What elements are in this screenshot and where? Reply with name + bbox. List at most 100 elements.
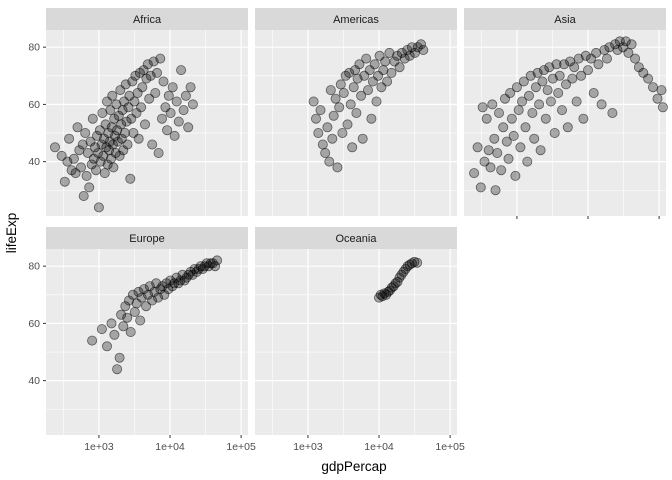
plot-panel-background: [255, 30, 457, 216]
data-point: [535, 145, 546, 156]
data-point: [162, 125, 173, 136]
data-point: [483, 145, 494, 156]
data-point: [345, 99, 356, 110]
data-point: [150, 88, 161, 99]
data-point: [165, 108, 176, 119]
x-tick-label: 1e+03: [84, 441, 114, 453]
data-point: [141, 301, 152, 312]
data-point: [119, 127, 130, 138]
data-point: [529, 133, 540, 144]
facet-strip-label: Americas: [333, 14, 379, 26]
data-point: [347, 142, 358, 153]
data-point: [518, 76, 529, 87]
data-point: [81, 170, 92, 181]
data-point: [151, 67, 162, 78]
points-oceania: [373, 256, 423, 303]
facet-strip: [464, 8, 666, 30]
data-point: [72, 122, 83, 133]
data-point: [593, 59, 604, 70]
facet-panels: Africa Americas Asia Europe Oceania: [46, 8, 668, 435]
data-point: [418, 45, 429, 56]
data-point: [501, 136, 512, 147]
data-point: [580, 50, 591, 61]
data-point: [540, 113, 551, 124]
data-point: [114, 150, 125, 161]
data-point: [136, 102, 147, 113]
data-point: [322, 122, 333, 133]
data-point: [412, 257, 423, 268]
facet-strip: [46, 227, 248, 249]
data-point: [337, 127, 348, 138]
data-point: [505, 88, 516, 99]
data-point: [135, 315, 146, 326]
data-point: [513, 105, 524, 116]
data-point: [108, 162, 119, 173]
data-point: [138, 284, 149, 295]
data-point: [133, 133, 144, 144]
data-point: [652, 93, 663, 104]
data-point: [554, 70, 565, 81]
data-point: [91, 165, 102, 176]
data-point: [93, 202, 104, 213]
data-point: [415, 39, 426, 50]
data-point: [158, 76, 169, 87]
data-point: [109, 329, 120, 340]
points-asia: [469, 36, 668, 196]
y-tick-label: 80: [28, 261, 40, 273]
data-point: [492, 147, 503, 158]
data-point: [116, 309, 127, 320]
data-point: [515, 142, 526, 153]
data-point: [102, 341, 113, 352]
data-point: [386, 67, 397, 78]
axes: 40 60 80 40 60 80 1e+03 1e+04 1e+05 1e+03 1e+04 1e+…: [28, 42, 660, 453]
data-point: [144, 93, 155, 104]
facet-panel-europe: Europe: [46, 227, 248, 435]
data-point: [351, 108, 362, 119]
data-point: [551, 59, 562, 70]
plot-panel-background: [46, 249, 248, 435]
facet-strip: [255, 8, 457, 30]
data-point: [569, 62, 580, 73]
data-point: [489, 133, 500, 144]
data-point: [583, 65, 594, 76]
data-point: [330, 93, 341, 104]
data-point: [559, 59, 570, 70]
data-point: [520, 122, 531, 133]
data-point: [475, 182, 486, 193]
data-point: [82, 147, 93, 158]
data-point: [607, 108, 618, 119]
data-point: [493, 108, 504, 119]
data-point: [553, 88, 564, 99]
data-point: [362, 85, 373, 96]
data-point: [313, 127, 324, 138]
data-point: [380, 56, 391, 67]
data-point: [129, 306, 140, 317]
data-point: [334, 102, 345, 113]
facet-strip-label: Oceania: [336, 233, 378, 245]
facet-strip-label: Asia: [554, 14, 576, 26]
data-point: [80, 127, 91, 138]
plot-panel-background: [255, 249, 457, 435]
data-point: [369, 59, 380, 70]
facet-strip-label: Europe: [129, 233, 164, 245]
data-point: [657, 102, 668, 113]
data-point: [84, 182, 95, 193]
data-point: [472, 142, 483, 153]
points-europe: [87, 255, 223, 375]
data-point: [169, 278, 180, 289]
data-point: [147, 139, 158, 150]
data-point: [127, 289, 138, 300]
data-point: [171, 96, 182, 107]
data-point: [102, 159, 113, 170]
data-point: [324, 156, 335, 167]
facet-strip: [46, 8, 248, 30]
data-point: [503, 153, 514, 164]
data-point: [180, 90, 191, 101]
data-point: [498, 122, 509, 133]
data-point: [156, 113, 167, 124]
data-point: [382, 76, 393, 87]
data-point: [561, 79, 572, 90]
data-point: [129, 96, 140, 107]
data-point: [485, 162, 496, 173]
data-point: [557, 105, 568, 116]
